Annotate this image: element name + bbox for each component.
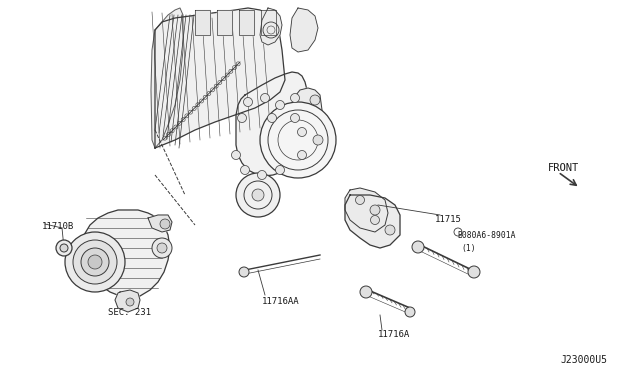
Text: FRONT: FRONT	[548, 163, 579, 173]
Polygon shape	[296, 88, 322, 155]
Circle shape	[260, 93, 269, 103]
Polygon shape	[290, 8, 318, 52]
Circle shape	[355, 196, 365, 205]
Circle shape	[275, 100, 285, 109]
Circle shape	[298, 151, 307, 160]
Circle shape	[126, 298, 134, 306]
Text: J23000U5: J23000U5	[560, 355, 607, 365]
Circle shape	[310, 95, 320, 105]
Circle shape	[243, 97, 253, 106]
Polygon shape	[260, 8, 282, 45]
Circle shape	[88, 255, 102, 269]
Circle shape	[152, 238, 172, 258]
Circle shape	[260, 102, 336, 178]
Circle shape	[360, 286, 372, 298]
Circle shape	[313, 135, 323, 145]
Circle shape	[73, 240, 117, 284]
Polygon shape	[115, 290, 140, 312]
Polygon shape	[345, 188, 388, 232]
Circle shape	[405, 307, 415, 317]
Circle shape	[56, 240, 72, 256]
Polygon shape	[195, 10, 210, 35]
Circle shape	[160, 219, 170, 229]
Text: SEC. 231: SEC. 231	[108, 308, 151, 317]
Circle shape	[385, 225, 395, 235]
Circle shape	[252, 189, 264, 201]
Circle shape	[232, 151, 241, 160]
Polygon shape	[80, 210, 170, 298]
Circle shape	[268, 113, 276, 122]
Polygon shape	[236, 72, 307, 176]
Circle shape	[257, 170, 266, 180]
Circle shape	[291, 113, 300, 122]
Polygon shape	[345, 195, 400, 248]
Circle shape	[157, 243, 167, 253]
Text: 11716A: 11716A	[378, 330, 410, 339]
Circle shape	[275, 166, 285, 174]
Circle shape	[370, 205, 380, 215]
Circle shape	[81, 248, 109, 276]
Circle shape	[468, 266, 480, 278]
Polygon shape	[239, 10, 254, 35]
Circle shape	[60, 244, 68, 252]
Text: 11716AA: 11716AA	[262, 297, 300, 306]
Polygon shape	[151, 8, 183, 148]
Polygon shape	[217, 10, 232, 35]
Circle shape	[371, 215, 380, 224]
Circle shape	[236, 173, 280, 217]
Circle shape	[239, 267, 249, 277]
Polygon shape	[155, 8, 285, 148]
Text: B080A6-8901A: B080A6-8901A	[457, 231, 515, 240]
Circle shape	[241, 166, 250, 174]
Circle shape	[237, 113, 246, 122]
Circle shape	[291, 93, 300, 103]
Polygon shape	[148, 215, 172, 232]
Text: 11715: 11715	[435, 215, 462, 224]
Text: (1): (1)	[461, 244, 476, 253]
Circle shape	[412, 241, 424, 253]
Circle shape	[65, 232, 125, 292]
Circle shape	[298, 128, 307, 137]
Text: 11710B: 11710B	[42, 222, 74, 231]
Polygon shape	[261, 10, 276, 35]
